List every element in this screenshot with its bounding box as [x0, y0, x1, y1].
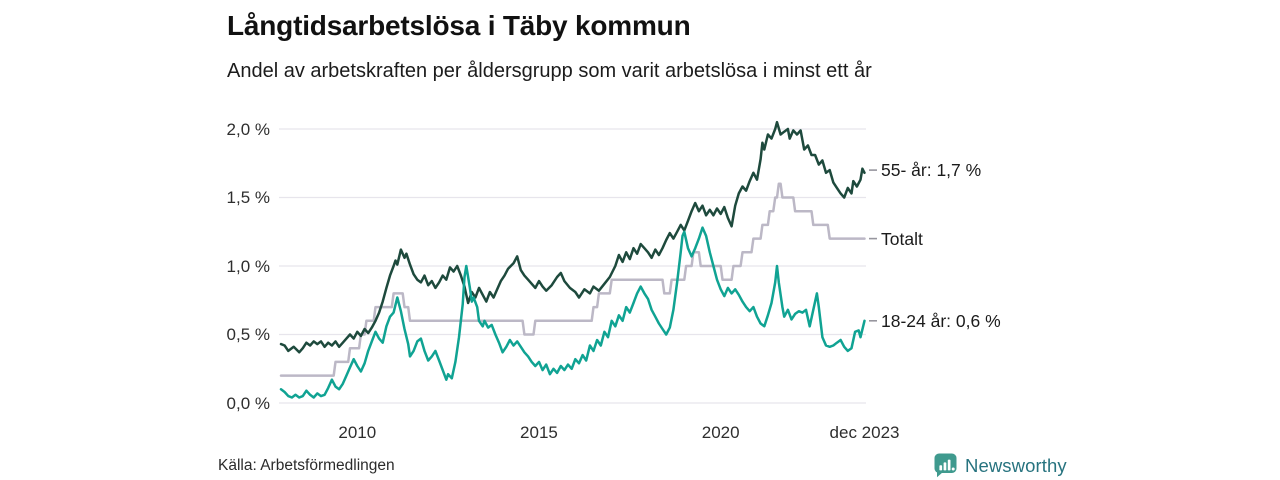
- series-end-label-55-ar: 55- år: 1,7 %: [881, 160, 982, 181]
- source-note: Källa: Arbetsförmedlingen: [218, 457, 395, 474]
- series-line-1-55-r: [279, 120, 866, 354]
- y-tick-label-0.5: 0,5 %: [226, 325, 270, 344]
- newsworthy-bar-chart-icon: [934, 453, 957, 478]
- y-tick-label-1: 1,0 %: [226, 256, 270, 276]
- x-tick-label-dec-2023: dec 2023: [829, 423, 900, 442]
- newsworthy-wordmark: Newsworthy: [965, 454, 1067, 476]
- x-tick-label-2015: 2015: [520, 423, 558, 442]
- series-end-label-18-24-ar: 18-24 år: 0,6 %: [881, 310, 1001, 331]
- y-tick-label-1.5: 1,5 %: [226, 188, 270, 207]
- x-tick-label-2020: 2020: [701, 423, 740, 442]
- y-tick-label-2: 2,0 %: [226, 119, 270, 139]
- series-end-label-totalt: Totalt: [881, 228, 923, 249]
- page-title: Långtidsarbetslösa i Täby kommun: [227, 10, 691, 41]
- chart-subtitle: Andel av arbetskraften per åldersgrupp s…: [227, 60, 872, 82]
- series-line-2-18-24-r: [279, 226, 866, 399]
- x-tick-label-2010: 2010: [338, 423, 377, 442]
- y-tick-label-0: 0,0 %: [226, 393, 270, 413]
- newsworthy-logo: Newsworthy: [934, 453, 1067, 478]
